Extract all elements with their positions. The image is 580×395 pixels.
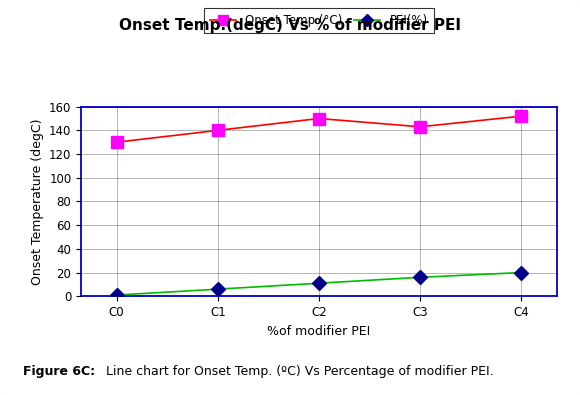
- Text: Line chart for Onset Temp. (ºC) Vs Percentage of modifier PEI.: Line chart for Onset Temp. (ºC) Vs Perce…: [102, 365, 493, 378]
- Text: Onset Temp.(degC) Vs % of modifier PEI: Onset Temp.(degC) Vs % of modifier PEI: [119, 18, 461, 33]
- Legend: Onset Temp.(°C), PEI(%): Onset Temp.(°C), PEI(%): [204, 8, 434, 33]
- Y-axis label: Onset Temperature (degC): Onset Temperature (degC): [31, 118, 44, 285]
- X-axis label: %of modifier PEI: %of modifier PEI: [267, 325, 371, 338]
- Text: Figure 6C:: Figure 6C:: [23, 365, 95, 378]
